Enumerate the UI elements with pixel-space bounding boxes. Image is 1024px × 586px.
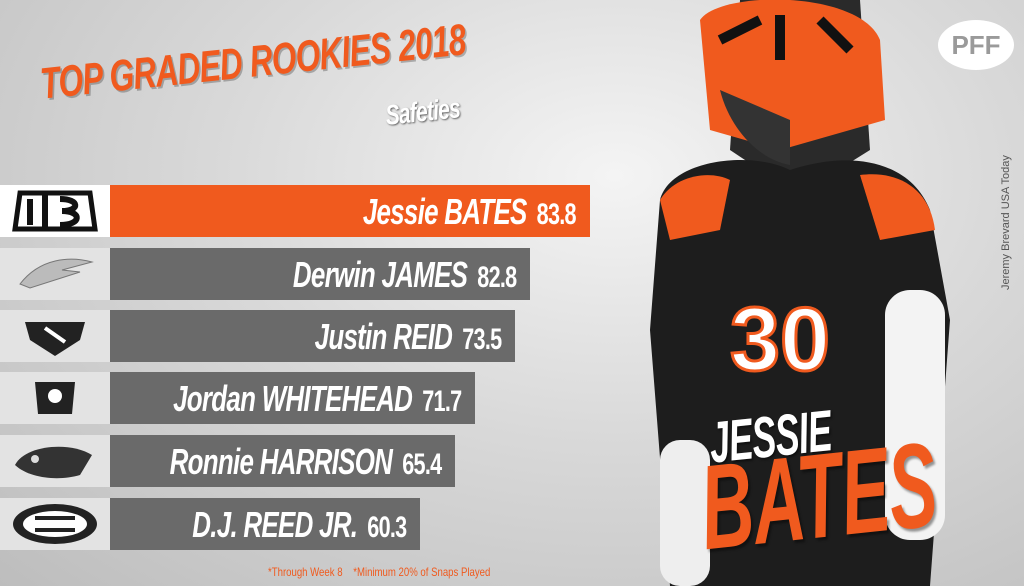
player-name: Ronnie HARRISON xyxy=(169,441,392,482)
team-icon xyxy=(35,382,75,414)
row-bar: Jordan WHITEHEAD 71.7 xyxy=(110,372,475,424)
player-figure: 30 xyxy=(650,0,950,586)
player-name: Jessie BATES xyxy=(362,191,527,232)
team-icon xyxy=(19,258,94,289)
player-name: Jordan WHITEHEAD xyxy=(172,378,413,419)
player-name: Derwin JAMES xyxy=(292,254,467,295)
row-bar: Derwin JAMES 82.8 xyxy=(110,248,530,300)
feature-last-name: BATES xyxy=(694,417,943,576)
row-bar: Jessie BATES 83.8 xyxy=(110,185,590,237)
player-grade: 83.8 xyxy=(536,198,577,231)
subtitle: Safeties xyxy=(384,92,462,131)
footnotes: *Through Week 8 *Minimum 20% of Snaps Pl… xyxy=(268,565,498,579)
team-logo xyxy=(0,310,110,362)
row-bar: Justin REID 73.5 xyxy=(110,310,515,362)
row-label: Ronnie HARRISON 65.4 xyxy=(169,441,441,483)
row-bar: Ronnie HARRISON 65.4 xyxy=(110,435,455,487)
footnote: *Minimum 20% of Snaps Played xyxy=(353,565,491,579)
player-grade: 82.8 xyxy=(476,261,517,294)
row-bar: D.J. REED JR. 60.3 xyxy=(110,498,420,550)
team-logo xyxy=(0,498,110,550)
player-name: D.J. REED JR. xyxy=(191,504,358,545)
player-grade: 73.5 xyxy=(461,323,502,356)
photo-credit: Jeremy Brevard USA Today xyxy=(1000,155,1012,290)
player-grade: 65.4 xyxy=(401,448,442,481)
brand-logo: PFF xyxy=(938,20,1014,70)
team-logo xyxy=(0,372,110,424)
row-label: Jessie BATES 83.8 xyxy=(362,191,577,233)
player-grade: 60.3 xyxy=(366,511,407,544)
team-icon xyxy=(13,504,97,544)
row-label: Derwin JAMES 82.8 xyxy=(292,254,516,296)
team-icon xyxy=(25,322,85,356)
row-label: D.J. REED JR. 60.3 xyxy=(191,504,407,546)
player-grade: 71.7 xyxy=(421,385,462,418)
team-logo xyxy=(0,185,110,237)
title: TOP GRADED ROOKIES 2018 xyxy=(38,15,468,109)
footnote: *Through Week 8 xyxy=(268,565,343,579)
team-logo xyxy=(0,435,110,487)
team-logo xyxy=(0,248,110,300)
row-label: Justin REID 73.5 xyxy=(314,316,502,358)
jersey-number: 30 xyxy=(730,290,830,390)
row-label: Jordan WHITEHEAD 71.7 xyxy=(172,378,462,420)
team-icon xyxy=(12,190,98,232)
player-name: Justin REID xyxy=(314,316,452,357)
team-icon xyxy=(15,446,92,479)
